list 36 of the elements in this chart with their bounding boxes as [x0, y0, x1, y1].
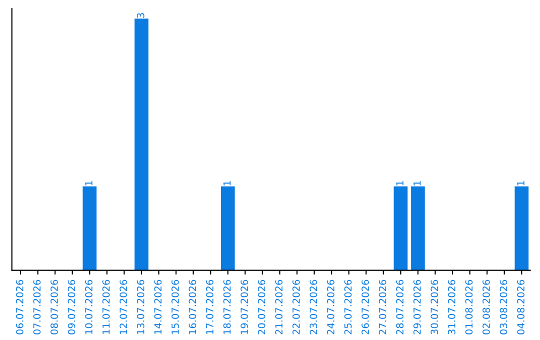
x-tick-label: 31.07.2026	[448, 280, 456, 334]
data-label: 1	[414, 181, 421, 186]
x-tick-label: 02.08.2026	[482, 280, 490, 334]
x-tick-label: 10.07.2026	[85, 280, 92, 334]
x-tick-label: 21.07.2026	[275, 280, 283, 334]
x-tick-label: 22.07.2026	[292, 280, 300, 334]
x-tick-label: 03.08.2026	[500, 280, 508, 334]
x-tick-label: 14.07.2026	[154, 280, 162, 334]
x-tick-label: 16.07.2026	[188, 280, 196, 334]
x-tick-label: 29.07.2026	[413, 280, 421, 334]
x-tick-label: 28.07.2026	[396, 280, 404, 334]
x-tick-label: 06.07.2026	[16, 280, 24, 334]
x-tick-label: 07.07.2026	[33, 280, 41, 334]
x-tick-label: 17.07.2026	[206, 280, 214, 334]
x-tick-label: 04.08.2026	[517, 280, 524, 334]
x-tick-label: 13.07.2026	[136, 280, 144, 334]
x-tick-label: 24.07.2026	[327, 280, 334, 334]
data-label: 1	[223, 181, 231, 186]
data-label: 1	[85, 181, 92, 186]
x-tick-label: 18.07.2026	[223, 280, 231, 334]
x-tick-label: 19.07.2026	[240, 280, 248, 334]
x-tick-label: 26.07.2026	[362, 280, 369, 334]
x-tick-label: 09.07.2026	[68, 280, 76, 334]
x-tick-label: 15.07.2026	[172, 280, 179, 334]
x-tick-label: 30.07.2026	[430, 280, 438, 334]
x-tick-label: 01.08.2026	[465, 280, 473, 334]
x-tick-label: 25.07.2026	[344, 280, 352, 334]
x-tick-label: 11.07.2026	[102, 280, 110, 334]
x-tick-label: 12.07.2026	[120, 280, 128, 334]
data-label: 1	[396, 181, 404, 186]
x-tick-label: 23.07.2026	[310, 280, 318, 334]
x-tick-label: 08.07.2026	[50, 280, 58, 334]
data-label: 1	[517, 181, 524, 186]
x-tick-label: 27.07.2026	[378, 280, 386, 334]
data-label: 3	[136, 13, 144, 18]
x-tick-label: 20.07.2026	[258, 280, 266, 334]
